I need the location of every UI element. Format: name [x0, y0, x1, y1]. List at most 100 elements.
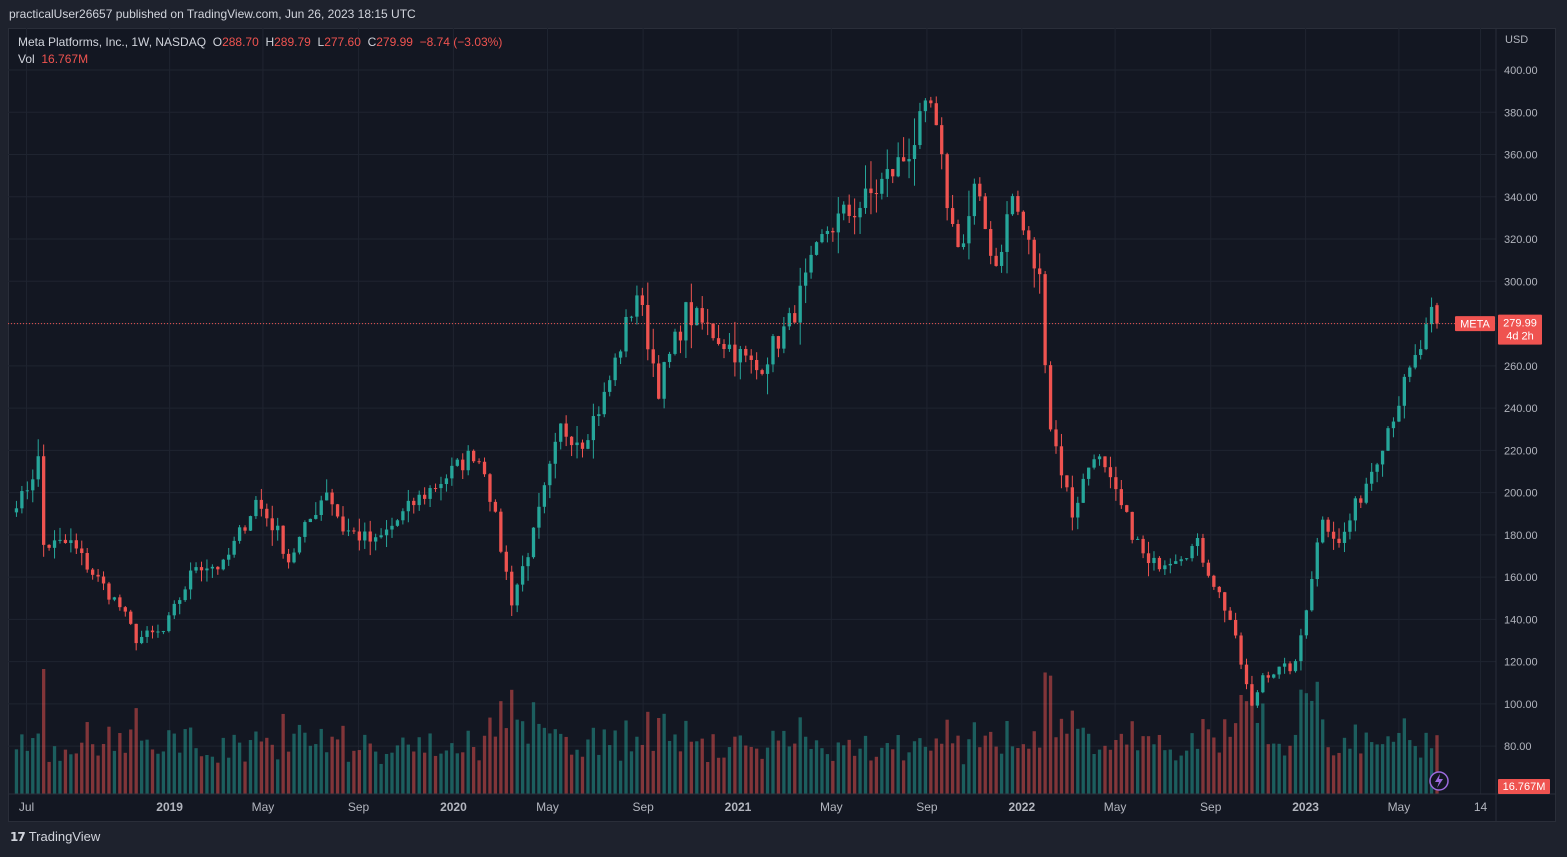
candle-body: [243, 527, 247, 531]
candle-body: [755, 359, 759, 371]
candle-body: [412, 500, 416, 506]
time-axis[interactable]: Jul 2019 May Sep 2020 May Sep 2021 May Sep 2022 May…: [19, 800, 1488, 814]
candle-body: [406, 500, 410, 512]
volume-bar: [662, 713, 666, 794]
volume-bar: [118, 733, 122, 794]
candle-body: [1342, 531, 1347, 543]
volume-bar: [134, 708, 138, 794]
volume-bar: [678, 751, 683, 794]
volume-bar: [129, 729, 133, 794]
volume-bar: [744, 745, 748, 794]
candle-body: [341, 516, 345, 532]
candle-body: [1114, 477, 1118, 490]
candle-body: [738, 349, 742, 363]
volume-bar: [1038, 747, 1042, 794]
candle-body: [31, 479, 35, 491]
volume-label[interactable]: Vol: [18, 52, 35, 66]
candle-body: [36, 456, 40, 480]
volume-bar: [1184, 750, 1189, 794]
volume-bar: [1321, 719, 1325, 794]
volume-bar: [580, 756, 585, 794]
candle-body: [733, 344, 737, 363]
volume-bar: [1326, 747, 1330, 794]
candle-body: [1125, 505, 1129, 512]
candle-body: [25, 490, 29, 492]
candle-body: [80, 548, 84, 554]
candle-body: [520, 566, 525, 585]
volume-bar: [1397, 732, 1401, 794]
candle-body: [1168, 563, 1172, 566]
volume-bar: [401, 737, 405, 794]
volume-bar: [858, 748, 862, 794]
volume-bar: [1119, 733, 1123, 794]
volume-bar: [368, 743, 372, 794]
candle-body: [1190, 546, 1194, 559]
volume-bar: [199, 756, 204, 794]
volume-bar: [325, 752, 329, 794]
candle-body: [885, 169, 889, 179]
volume-bar: [101, 743, 106, 794]
volume-bar: [1424, 732, 1428, 794]
candle-body: [929, 100, 933, 104]
candle-body: [787, 313, 791, 327]
volume-bar: [945, 719, 949, 794]
volume-bar: [1195, 748, 1200, 794]
price-chart[interactable]: 400.00380.00360.00340.00320.00300.00280.…: [8, 28, 1556, 822]
candle-body: [1195, 538, 1200, 547]
lightning-icon[interactable]: [1429, 771, 1449, 791]
candle-body: [325, 492, 329, 501]
volume-bar: [673, 734, 677, 794]
candle-body: [156, 631, 160, 633]
price-axis[interactable]: 400.00380.00360.00340.00320.00300.00280.…: [1504, 65, 1538, 753]
volume-bar: [156, 753, 160, 794]
volume-bar: [1190, 733, 1194, 794]
candle-body: [1081, 478, 1085, 503]
candle-body: [1135, 538, 1140, 540]
currency-label[interactable]: USD: [1505, 34, 1529, 46]
volume-bar: [820, 748, 824, 794]
candle-body: [1429, 306, 1434, 325]
volume-bar: [520, 721, 525, 794]
volume-bar: [1429, 748, 1434, 794]
candle-body: [1038, 268, 1042, 275]
volume-bar: [384, 753, 389, 794]
close-value: 279.99: [376, 35, 413, 49]
time-tick-label: Jul: [19, 800, 34, 814]
volume-bar: [74, 753, 78, 794]
volume-bar: [1027, 748, 1031, 794]
candle-body: [150, 630, 155, 633]
candle-body: [809, 254, 813, 273]
candle-body: [635, 295, 639, 317]
volume-bar: [814, 740, 819, 794]
volume-bar: [232, 734, 236, 794]
volume-bar: [651, 750, 655, 794]
candle-body: [836, 213, 840, 233]
candle-body: [319, 500, 323, 516]
change-value: −8.74 (−3.03%): [419, 35, 503, 49]
price-tick-label: 140.00: [1504, 614, 1538, 626]
candle-body: [303, 522, 307, 537]
volume-bar: [330, 736, 334, 794]
candle-body: [172, 603, 176, 616]
volume-bar: [1408, 740, 1412, 794]
candle-body: [608, 380, 612, 392]
candle-body: [96, 574, 100, 577]
volume-bar: [624, 720, 628, 794]
volume-bar: [1359, 753, 1363, 794]
symbol-description[interactable]: Meta Platforms, Inc., 1W, NASDAQ: [18, 35, 207, 49]
volume-bar: [482, 735, 487, 794]
published-text: practicalUser26657 published on TradingV…: [9, 7, 416, 21]
candle-body: [47, 544, 51, 548]
candle-body: [994, 255, 998, 266]
candle-body: [1435, 305, 1439, 324]
candle-body: [1141, 538, 1145, 554]
volume-bar: [880, 747, 884, 794]
candle-body: [1146, 553, 1151, 564]
candle-body: [1424, 324, 1428, 350]
candle-body: [395, 520, 400, 526]
candle-body: [145, 630, 149, 637]
volume-bar: [896, 735, 900, 794]
volume-bar: [1097, 749, 1102, 794]
candle-body: [477, 461, 481, 463]
volume-value-label: 16.767M: [1503, 781, 1546, 793]
